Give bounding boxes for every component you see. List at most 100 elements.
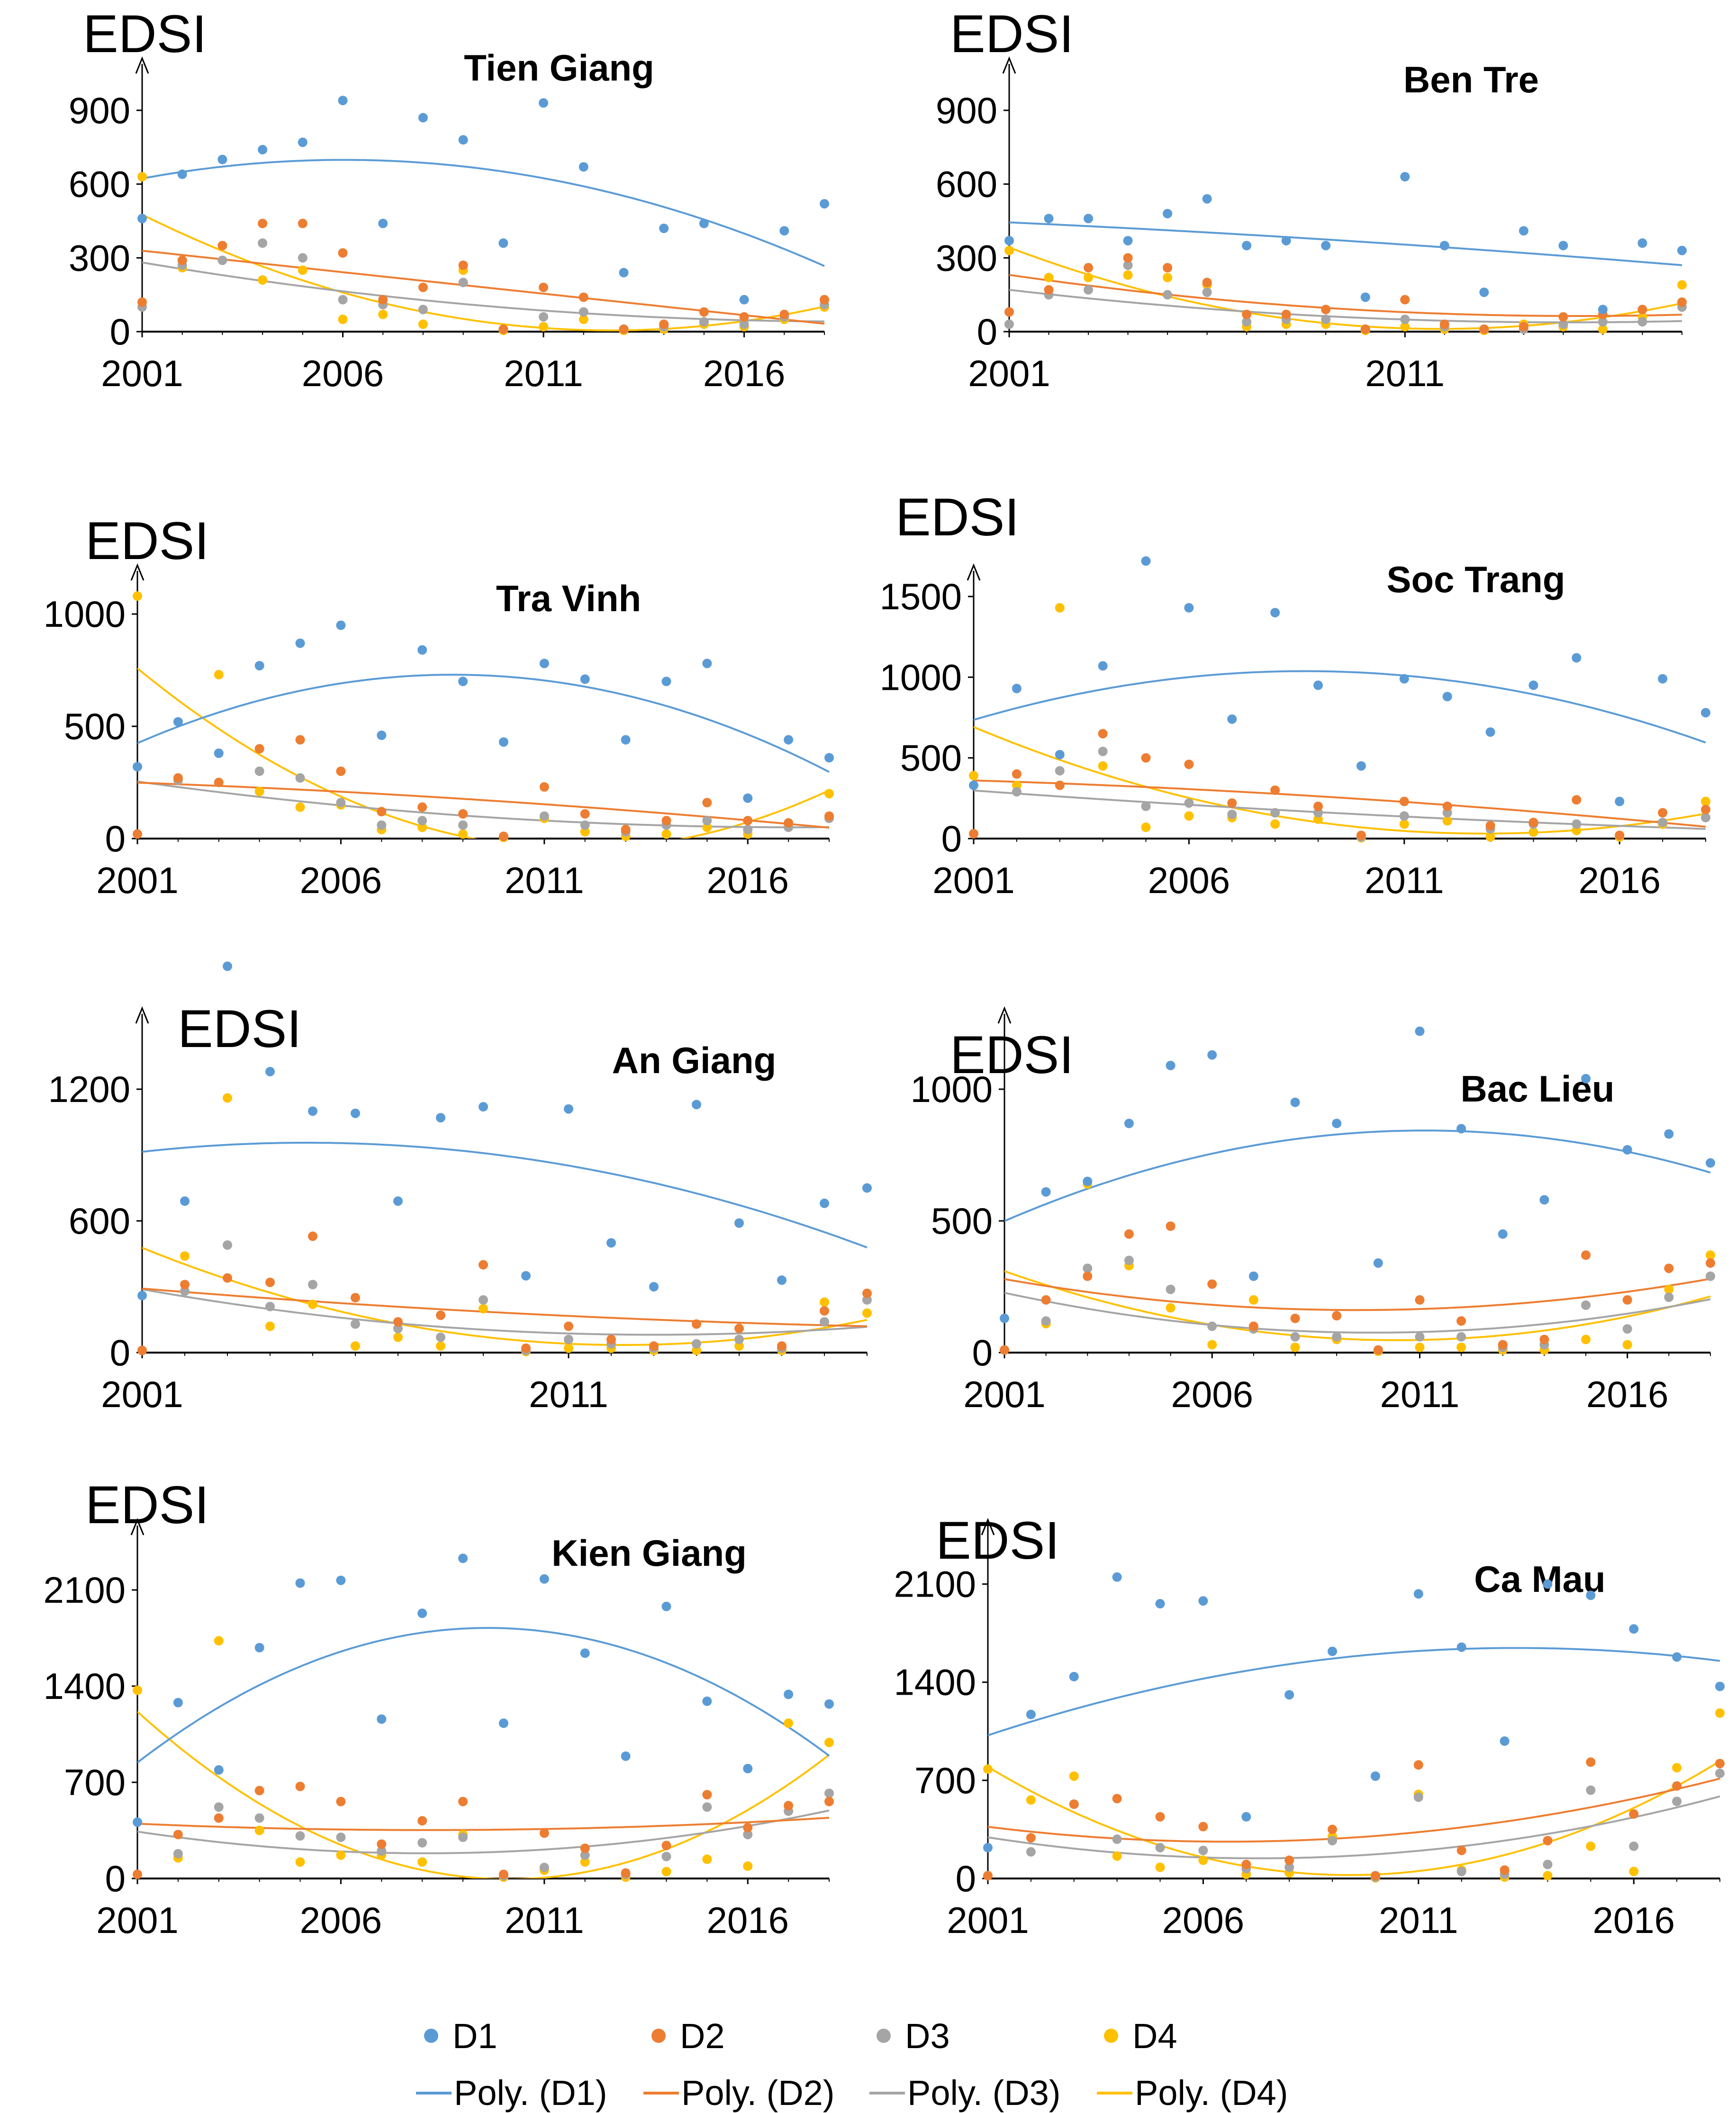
an-giang-title: An Giang xyxy=(612,1039,777,1081)
bac-lieu-point-d4 xyxy=(1456,1342,1466,1352)
tien-giang-point-d2 xyxy=(177,255,187,265)
tra-vinh-point-d2 xyxy=(214,777,224,787)
an-giang-point-d2 xyxy=(265,1277,275,1287)
tien-giang-point-d1 xyxy=(779,226,789,236)
tra-vinh-point-d2 xyxy=(702,798,712,808)
ca-mau-point-d1 xyxy=(1069,1671,1079,1681)
tien-giang-point-d1 xyxy=(739,295,749,305)
tien-giang-point-d4 xyxy=(137,172,147,181)
ca-mau-point-d1 xyxy=(1026,1709,1036,1719)
tien-giang-point-d2 xyxy=(820,295,829,305)
tien-giang-point-d3 xyxy=(338,295,348,305)
soc-trang-trend-d1 xyxy=(974,670,1706,744)
kien-giang-point-d4 xyxy=(580,1857,590,1867)
soc-trang-point-d1 xyxy=(1313,680,1323,690)
ben-tre-point-d3 xyxy=(1163,290,1173,300)
soc-trang-point-d2 xyxy=(1055,780,1065,790)
soc-trang-point-d1 xyxy=(1055,749,1065,759)
tra-vinh-point-d2 xyxy=(458,809,468,819)
ben-tre-point-d4 xyxy=(1400,322,1410,332)
kien-giang-trend-d2 xyxy=(137,1816,830,1831)
ben-tre-y-tick-label: 300 xyxy=(936,237,997,279)
ben-tre-point-d2 xyxy=(1400,295,1410,305)
soc-trang-point-d4 xyxy=(1055,603,1065,613)
kien-giang-trend-d4 xyxy=(137,1711,830,1878)
kien-giang-point-d1 xyxy=(377,1714,387,1724)
legend-label-d2: D2 xyxy=(680,2016,725,2056)
ca-mau-point-d1 xyxy=(1586,1590,1596,1600)
chart-ca-mau: EDSI Ca Mau 0 700 1400 2100 2001 2006 2011 2016 xyxy=(894,1511,1725,1941)
ben-tre-point-d1 xyxy=(1004,235,1014,245)
tra-vinh-point-d4 xyxy=(417,822,427,832)
ca-mau-point-d2 xyxy=(1241,1860,1251,1869)
tien-giang-point-d1 xyxy=(659,224,669,233)
ben-tre-point-d2 xyxy=(1202,278,1212,288)
tra-vinh-point-d1 xyxy=(336,620,346,630)
tien-giang-point-d3 xyxy=(458,278,468,288)
legend-marker-d3 xyxy=(877,2029,891,2043)
ca-mau-point-d4 xyxy=(1198,1855,1208,1865)
tra-vinh-point-d1 xyxy=(498,737,508,747)
tra-vinh-point-d2 xyxy=(336,766,346,776)
soc-trang-point-d1 xyxy=(1270,608,1280,618)
bac-lieu-point-d4 xyxy=(1207,1340,1217,1350)
bac-lieu-point-d1 xyxy=(1332,1119,1342,1129)
bac-lieu-point-d3 xyxy=(1456,1332,1466,1342)
soc-trang-point-d1 xyxy=(1658,674,1668,684)
ca-mau-y-tick-label: 700 xyxy=(914,1760,976,1801)
tien-giang-point-d3 xyxy=(298,253,307,263)
kien-giang-point-d2 xyxy=(580,1843,590,1853)
tra-vinh-x-tick-label: 2011 xyxy=(505,859,584,901)
an-giang-x-tick-label: 2001 xyxy=(101,1373,183,1415)
an-giang-point-d2 xyxy=(351,1293,360,1303)
tra-vinh-point-d2 xyxy=(498,831,508,841)
kien-giang-x-tick-label: 2006 xyxy=(300,1899,382,1941)
soc-trang-point-d1 xyxy=(969,780,978,790)
chart-soc-trang: EDSI Soc Trang 0 500 1000 1500 2001 2006 2011 201… xyxy=(879,488,1710,901)
ca-mau-point-d1 xyxy=(1672,1652,1682,1662)
kien-giang-point-d1 xyxy=(580,1648,590,1658)
kien-giang-point-d1 xyxy=(133,1817,142,1827)
kien-giang-x-tick-label: 2016 xyxy=(706,1899,789,1941)
bac-lieu-point-d2 xyxy=(1456,1316,1466,1326)
ca-mau-point-d1 xyxy=(1328,1646,1338,1656)
kien-giang-point-d2 xyxy=(417,1816,427,1826)
kien-giang-point-d4 xyxy=(417,1857,427,1867)
bac-lieu-point-d2 xyxy=(1083,1271,1093,1281)
ben-tre-point-d3 xyxy=(1400,315,1410,325)
tra-vinh-trend-d1 xyxy=(137,674,830,773)
kien-giang-point-d2 xyxy=(173,1830,183,1840)
tien-giang-point-d1 xyxy=(258,144,268,154)
kien-giang-point-d4 xyxy=(661,1867,671,1877)
bac-lieu-x-tick-label: 2011 xyxy=(1380,1373,1460,1415)
ca-mau-x-tick-label: 2001 xyxy=(947,1899,1029,1941)
tra-vinh-point-d3 xyxy=(254,766,264,776)
ca-mau-point-d2 xyxy=(1198,1822,1208,1832)
bac-lieu-point-d3 xyxy=(1415,1332,1425,1342)
ca-mau-point-d3 xyxy=(1155,1842,1165,1852)
an-giang-y-label: EDSI xyxy=(178,999,301,1058)
ben-tre-point-d3 xyxy=(1558,319,1568,329)
ca-mau-point-d2 xyxy=(1155,1812,1165,1822)
ca-mau-point-d1 xyxy=(1456,1642,1466,1652)
an-giang-point-d2 xyxy=(606,1335,616,1345)
ben-tre-trend-d1 xyxy=(1009,221,1682,266)
bac-lieu-trend-d3 xyxy=(1004,1291,1711,1334)
ca-mau-point-d3 xyxy=(1629,1841,1639,1851)
tra-vinh-point-d2 xyxy=(377,807,387,817)
soc-trang-point-d1 xyxy=(1399,674,1409,684)
an-giang-point-d2 xyxy=(223,1273,232,1283)
bac-lieu-point-d1 xyxy=(1000,1313,1009,1323)
an-giang-point-d4 xyxy=(180,1251,190,1261)
an-giang-point-d2 xyxy=(479,1260,488,1270)
ben-tre-point-d1 xyxy=(1400,172,1410,181)
ben-tre-x-tick-label: 2001 xyxy=(968,352,1050,394)
ben-tre-point-d1 xyxy=(1123,235,1133,245)
an-giang-y-axis-arrow xyxy=(135,1006,149,1024)
an-giang-point-d3 xyxy=(393,1324,403,1334)
bac-lieu-point-d4 xyxy=(1415,1342,1425,1352)
kien-giang-trend-d3 xyxy=(137,1809,830,1854)
bac-lieu-x-tick-label: 2016 xyxy=(1586,1373,1669,1415)
an-giang-point-d2 xyxy=(521,1343,531,1353)
